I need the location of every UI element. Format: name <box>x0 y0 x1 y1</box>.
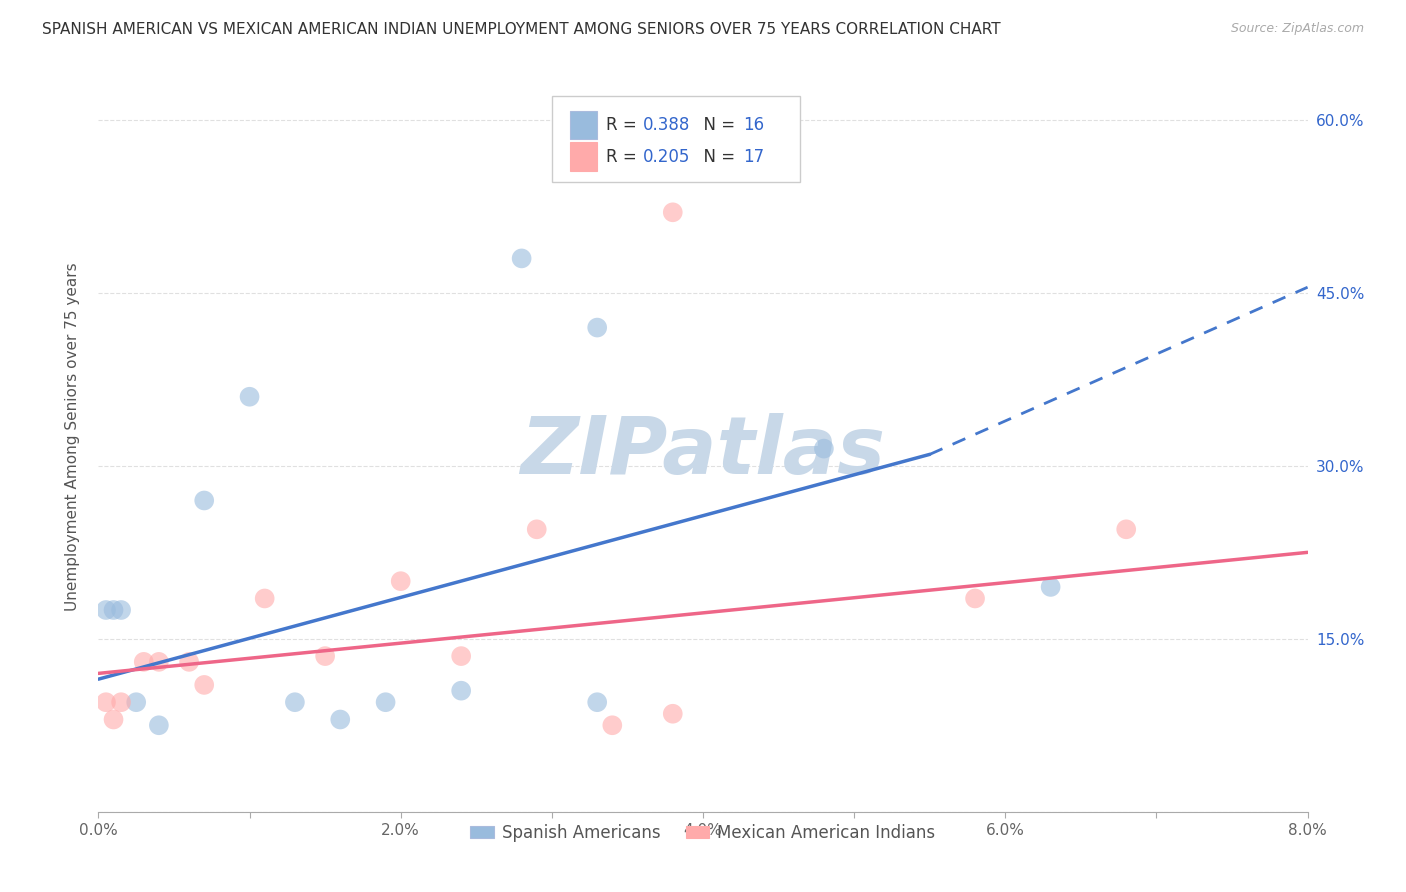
FancyBboxPatch shape <box>551 96 800 182</box>
Point <box>1115 522 1137 536</box>
Point <box>193 678 215 692</box>
Point <box>602 718 624 732</box>
Point <box>813 442 835 456</box>
Text: SPANISH AMERICAN VS MEXICAN AMERICAN INDIAN UNEMPLOYMENT AMONG SENIORS OVER 75 Y: SPANISH AMERICAN VS MEXICAN AMERICAN IND… <box>42 22 1001 37</box>
Text: N =: N = <box>693 147 741 166</box>
Point <box>284 695 307 709</box>
Point <box>526 522 548 536</box>
Point <box>389 574 412 589</box>
Point <box>314 649 336 664</box>
Point <box>110 695 132 709</box>
Point <box>510 252 533 266</box>
Point <box>132 655 155 669</box>
Point <box>103 603 125 617</box>
Text: 16: 16 <box>742 116 763 134</box>
Point <box>193 493 215 508</box>
Text: ZIPatlas: ZIPatlas <box>520 413 886 491</box>
Text: 0.205: 0.205 <box>643 147 690 166</box>
Point <box>965 591 987 606</box>
Text: 17: 17 <box>742 147 763 166</box>
Point <box>103 713 125 727</box>
Point <box>586 320 609 334</box>
Legend: Spanish Americans, Mexican American Indians: Spanish Americans, Mexican American Indi… <box>464 817 942 848</box>
Text: N =: N = <box>693 116 741 134</box>
Point <box>374 695 396 709</box>
Point <box>1039 580 1062 594</box>
Point <box>329 713 352 727</box>
Point <box>253 591 276 606</box>
Point <box>148 655 170 669</box>
Text: 0.388: 0.388 <box>643 116 690 134</box>
Point <box>586 695 609 709</box>
Bar <box>569 111 596 139</box>
Point <box>94 603 117 617</box>
Point <box>148 718 170 732</box>
Point <box>125 695 148 709</box>
Text: Source: ZipAtlas.com: Source: ZipAtlas.com <box>1230 22 1364 36</box>
Point <box>661 706 683 721</box>
Point <box>94 695 117 709</box>
Point <box>450 683 472 698</box>
Point <box>179 655 201 669</box>
Text: R =: R = <box>606 147 643 166</box>
Y-axis label: Unemployment Among Seniors over 75 years: Unemployment Among Seniors over 75 years <box>65 263 80 611</box>
Point <box>239 390 262 404</box>
Point <box>450 649 472 664</box>
Point <box>110 603 132 617</box>
Point <box>661 205 683 219</box>
Text: R =: R = <box>606 116 643 134</box>
Bar <box>569 143 596 170</box>
